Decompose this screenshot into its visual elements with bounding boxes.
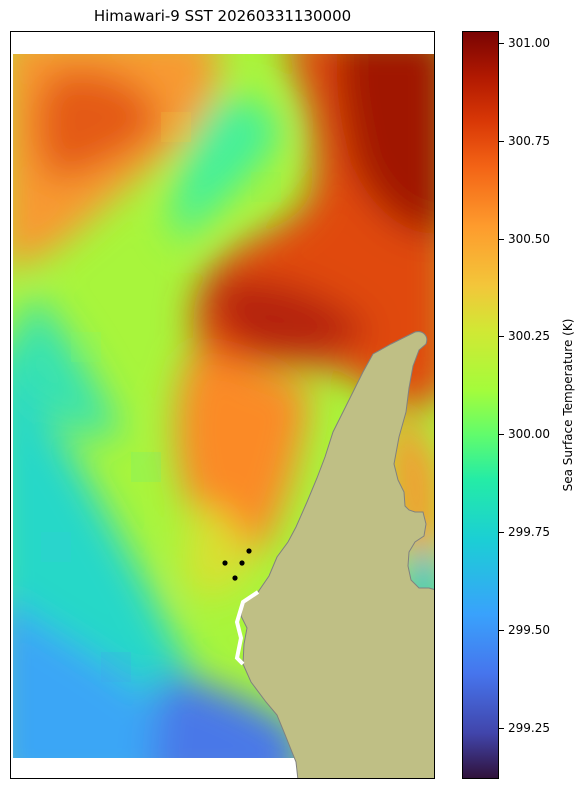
colorbar-tick-label: 300.00 bbox=[508, 427, 550, 441]
colorbar bbox=[462, 31, 499, 779]
colorbar-tick-label: 300.25 bbox=[508, 329, 550, 343]
colorbar-tick bbox=[499, 239, 504, 240]
sst-field bbox=[13, 54, 434, 758]
colorbar-tick-label: 300.75 bbox=[508, 134, 550, 148]
colorbar-tick bbox=[499, 532, 504, 533]
colorbar-tick-label: 299.25 bbox=[508, 721, 550, 735]
colorbar-tick-label: 301.00 bbox=[508, 36, 550, 50]
colorbar-tick-label: 300.50 bbox=[508, 232, 550, 246]
colorbar-tick bbox=[499, 434, 504, 435]
colorbar-tick bbox=[499, 43, 504, 44]
colorbar-tick bbox=[499, 630, 504, 631]
colorbar-label: Sea Surface Temperature (K) bbox=[561, 318, 575, 492]
colorbar-tick bbox=[499, 336, 504, 337]
colorbar-tick bbox=[499, 728, 504, 729]
station-marker bbox=[232, 575, 238, 581]
station-marker bbox=[246, 548, 252, 554]
landmass bbox=[240, 331, 434, 778]
station-marker bbox=[222, 560, 228, 566]
colorbar-tick-label: 299.50 bbox=[508, 623, 550, 637]
sst-map bbox=[10, 31, 435, 779]
sst-map-canvas bbox=[13, 54, 434, 778]
figure-title: Himawari-9 SST 20260331130000 bbox=[93, 7, 352, 25]
station-markers bbox=[222, 548, 252, 581]
colorbar-tick bbox=[499, 141, 504, 142]
colorbar-tick-label: 299.75 bbox=[508, 525, 550, 539]
station-marker bbox=[239, 560, 245, 566]
